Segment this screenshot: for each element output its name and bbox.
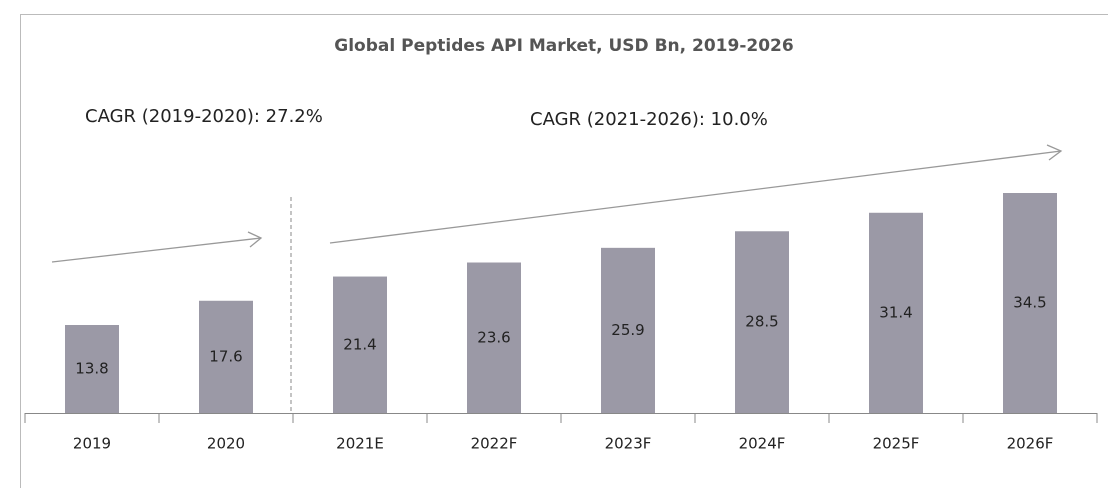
trend-arrow — [51, 237, 262, 263]
x-tick-label: 2024F — [739, 435, 786, 453]
x-tick-label: 2022F — [471, 435, 518, 453]
bar — [65, 325, 119, 413]
value-label: 28.5 — [745, 313, 778, 331]
bar — [1003, 193, 1057, 413]
chart-title: Global Peptides API Market, USD Bn, 2019… — [334, 36, 793, 56]
value-label: 34.5 — [1013, 294, 1046, 312]
chart-frame — [20, 14, 1108, 488]
x-tick-label: 2020 — [207, 435, 245, 453]
arrow-head — [247, 231, 263, 248]
bar — [735, 231, 789, 413]
x-tick-label: 2019 — [73, 435, 111, 453]
value-label: 31.4 — [879, 303, 912, 321]
trend-arrows — [51, 144, 1063, 263]
bar — [601, 247, 655, 413]
value-label: 21.4 — [343, 335, 376, 353]
annotation: CAGR (2019-2020): 27.2% — [85, 106, 323, 127]
bar — [467, 262, 521, 413]
value-label: 13.8 — [75, 360, 108, 378]
x-tick-label: 2025F — [873, 435, 920, 453]
bar — [869, 212, 923, 413]
value-label: 17.6 — [209, 347, 242, 365]
annotation: CAGR (2021-2026): 10.0% — [530, 109, 768, 130]
value-label: 23.6 — [477, 328, 510, 346]
arrow-head — [1046, 144, 1063, 161]
trend-arrow — [329, 150, 1062, 244]
bar — [199, 300, 253, 413]
x-tick-label: 2023F — [605, 435, 652, 453]
x-tick-label: 2021E — [336, 435, 384, 453]
value-label: 25.9 — [611, 321, 644, 339]
bar — [333, 276, 387, 413]
x-tick-label: 2026F — [1007, 435, 1054, 453]
